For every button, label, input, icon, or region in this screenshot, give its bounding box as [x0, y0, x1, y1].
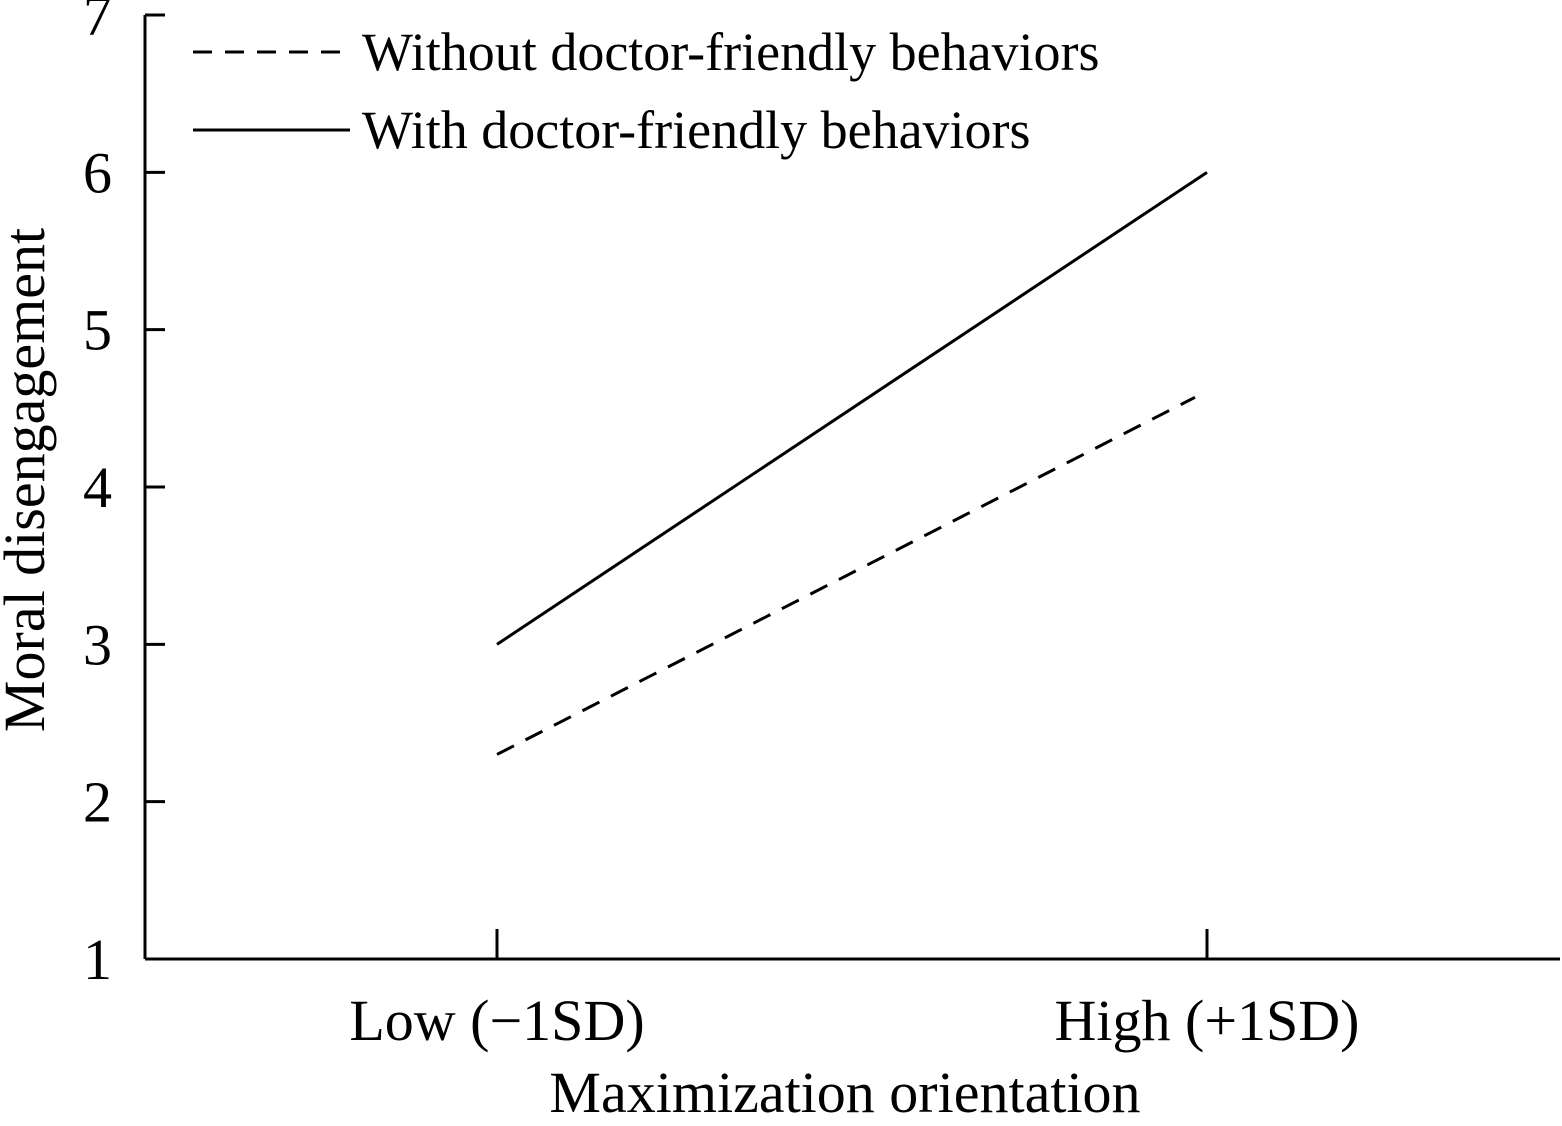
legend: Without doctor-friendly behaviors With do…	[193, 22, 1100, 160]
x-axis-ticks: Low (−1SD) High (+1SD)	[349, 929, 1359, 1053]
y-tick-label: 1	[83, 927, 112, 992]
y-tick-label: 5	[83, 298, 112, 363]
y-axis-title: Moral disengagement	[0, 228, 57, 732]
y-tick-label: 2	[83, 770, 112, 835]
y-axis-ticks: 1 2 3 4 5 6 7	[83, 0, 165, 992]
legend-label: With doctor-friendly behaviors	[362, 100, 1031, 160]
series-line-without	[496, 395, 1196, 756]
series-lines	[496, 171, 1208, 756]
y-tick-label: 7	[83, 0, 112, 48]
y-tick-label: 4	[83, 455, 112, 520]
y-tick-label: 6	[83, 140, 112, 205]
series-line-with	[496, 171, 1208, 646]
y-tick-label: 3	[83, 612, 112, 677]
x-axis-title: Maximization orientation	[549, 1060, 1140, 1125]
legend-label: Without doctor-friendly behaviors	[362, 22, 1100, 82]
x-tick-label: High (+1SD)	[1055, 988, 1360, 1053]
x-tick-label: Low (−1SD)	[349, 988, 644, 1053]
